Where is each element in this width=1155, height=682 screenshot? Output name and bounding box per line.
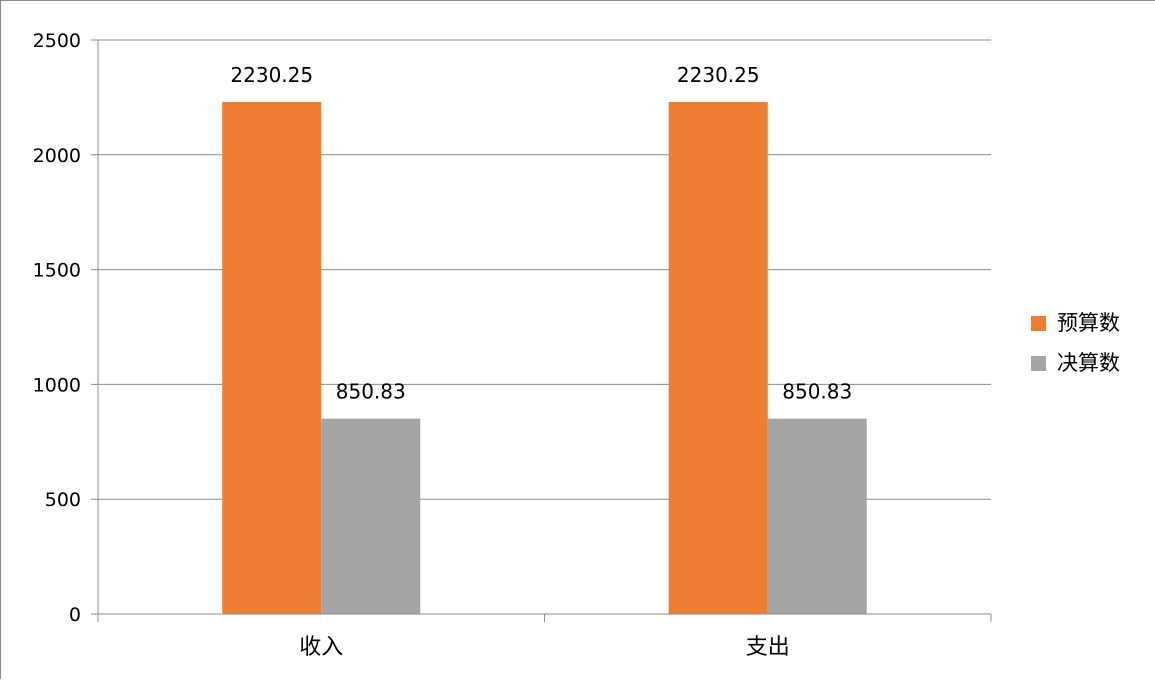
x-category-label: 支出 [746, 635, 790, 660]
y-tick-label: 2000 [33, 145, 81, 167]
y-tick-label: 2500 [33, 30, 81, 52]
x-category-label: 收入 [299, 635, 343, 660]
axes: 0 500 1000 1500 2000 2500 收入 支出 [33, 30, 992, 660]
y-tick-label: 1500 [33, 260, 81, 282]
legend-label: 预算数 [1057, 311, 1120, 335]
legend-swatch [1031, 316, 1046, 331]
data-label: 850.83 [782, 380, 852, 404]
y-tick-label: 1000 [33, 374, 81, 396]
legend-swatch [1031, 356, 1046, 371]
bar-budget [668, 101, 768, 615]
data-label: 2230.25 [230, 63, 313, 87]
y-tick-label: 500 [45, 489, 81, 511]
bar-actual [321, 418, 421, 614]
bars [222, 101, 867, 615]
data-labels: 2230.25 850.83 2230.25 850.83 [230, 63, 852, 404]
y-tick-label: 0 [69, 604, 81, 626]
data-label: 2230.25 [677, 63, 760, 87]
data-label: 850.83 [336, 380, 406, 404]
legend-label: 决算数 [1057, 351, 1120, 375]
bar-actual [767, 418, 867, 614]
bar-budget [222, 101, 322, 615]
